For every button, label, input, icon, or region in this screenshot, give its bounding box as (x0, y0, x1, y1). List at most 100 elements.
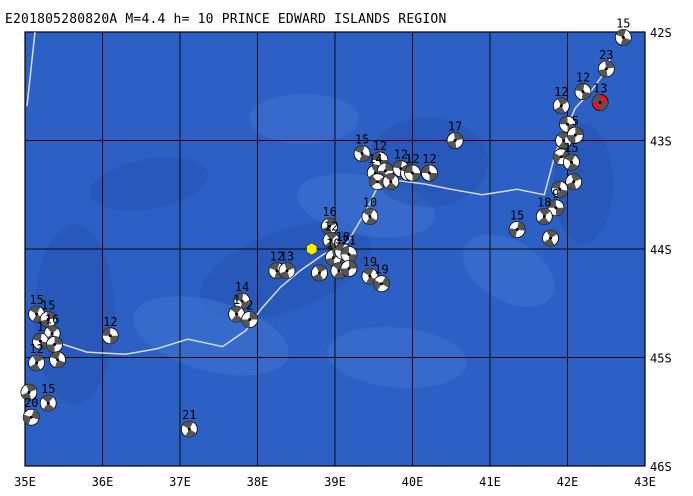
beachball-center (187, 427, 191, 431)
beachball-quadrant (312, 272, 324, 281)
event-beachball[interactable] (550, 180, 569, 199)
beachball-quadrant (249, 311, 258, 320)
event-beachball[interactable]: 12 (320, 219, 343, 251)
beachball-quadrant (369, 175, 378, 187)
event-depth-label: 14 (368, 152, 382, 166)
event-beachball[interactable] (380, 170, 403, 193)
event-beachball[interactable] (46, 336, 63, 353)
event-beachball[interactable] (340, 260, 358, 277)
event-depth-label: 15 (41, 299, 55, 313)
beachball-center (573, 133, 577, 137)
beachball-quadrant (543, 238, 555, 247)
event-depth-label: 10 (363, 196, 377, 210)
event-beachball[interactable]: 12 (574, 71, 593, 101)
beachball-quadrant (40, 319, 50, 328)
event-depth-label: 15 (616, 16, 630, 30)
event-beachball[interactable] (552, 129, 575, 152)
beachball-quadrant (234, 293, 244, 302)
event-beachball[interactable]: 18 (533, 196, 556, 228)
beachball-center (581, 90, 585, 94)
event-beachball[interactable] (540, 227, 562, 249)
event-beachball[interactable]: 23 (597, 48, 616, 78)
event-depth-label: 15 (29, 293, 43, 307)
event-beachball[interactable]: 10 (359, 196, 381, 228)
event-beachball[interactable]: 21 (178, 408, 200, 440)
latitude-tick-label: 44S (650, 243, 672, 257)
beachball-quadrant (324, 240, 337, 249)
beachball-quadrant (517, 221, 526, 231)
beachball-center (549, 236, 552, 240)
event-beachball[interactable]: 15 (352, 133, 373, 164)
event-beachball[interactable] (19, 382, 40, 403)
event-beachball[interactable]: 12 (101, 315, 119, 345)
beachball-quadrant (325, 232, 338, 241)
event-depth-label: 9 (552, 187, 559, 201)
beachball-quadrant (557, 97, 569, 106)
event-beachball[interactable]: 16 (319, 205, 340, 236)
event-beachball[interactable] (47, 349, 68, 370)
beachball-center (328, 224, 332, 228)
beachball-quadrant (453, 132, 463, 141)
longitude-tick-label: 35E (14, 475, 36, 489)
event-beachball[interactable] (309, 262, 331, 284)
beachball-quadrant (429, 173, 438, 181)
beachball-quadrant (39, 341, 49, 350)
event-beachball[interactable]: 1 (31, 320, 50, 350)
event-beachball[interactable]: 20 (21, 396, 42, 427)
beachball-center (368, 274, 372, 278)
event-beachball[interactable]: 13 (277, 250, 298, 281)
beachball-center (329, 238, 333, 242)
event-beachball[interactable]: 12 (404, 152, 421, 182)
beachball-quadrant (362, 268, 374, 277)
event-beachball[interactable]: 2 (241, 299, 259, 328)
event-beachball[interactable]: 15 (613, 16, 634, 47)
event-beachball[interactable]: 14 (233, 280, 252, 310)
beachball-center (380, 282, 383, 286)
beachball-quadrant (315, 264, 327, 273)
event-depth-label: 21 (342, 233, 356, 247)
map-title: E201805280820A M=4.4 h= 10 PRINCE EDWARD… (5, 12, 446, 27)
beachball-quadrant (231, 314, 243, 323)
axis-labels: 35E 36E 37E 38E 39E 40E 41E 42E 43E 42S 43S 44S 45S 4… (14, 26, 672, 489)
event-beachball[interactable]: 19 (371, 263, 393, 295)
event-beachball[interactable]: 13 (591, 82, 609, 111)
event-beachball[interactable]: 15 (39, 299, 58, 329)
event-beachball[interactable]: 15 (508, 209, 527, 239)
event-beachball[interactable]: 12 (26, 342, 48, 374)
beachball-center (515, 228, 519, 231)
event-beachball[interactable]: 15 (37, 382, 60, 414)
beachball-quadrant (279, 270, 290, 279)
event-depth-label: 12 (324, 219, 338, 233)
event-beachball[interactable]: 9 (547, 187, 565, 217)
beachball-quadrant (362, 208, 374, 217)
event-beachball[interactable]: 12 (550, 85, 572, 117)
event-beachball[interactable]: 5 (566, 114, 584, 144)
beachball-center (569, 160, 573, 164)
beachball-quadrant (620, 37, 631, 46)
longitude-tick-label: 43E (634, 475, 656, 489)
beachball-center (542, 215, 546, 218)
event-beachball[interactable]: 15 (560, 141, 582, 173)
event-depth-label: 12 (103, 315, 117, 329)
event-beachball[interactable] (563, 171, 584, 192)
event-depth-label: 5 (572, 114, 579, 128)
beachball-quadrant (29, 362, 41, 371)
beachball-quadrant (538, 216, 550, 225)
beachball-quadrant (385, 181, 397, 190)
event-beachball[interactable]: 12 (421, 152, 438, 182)
beachball-center (378, 158, 382, 162)
beachball-quadrant (46, 344, 55, 353)
beachball-center (604, 67, 608, 71)
beachball-center (566, 122, 569, 126)
event-depth-label: 21 (182, 408, 196, 422)
beachball-quadrant (384, 173, 396, 182)
event-beachball[interactable]: 17 (446, 120, 465, 150)
epicenter-marker[interactable] (306, 242, 318, 256)
beachball-quadrant (340, 246, 349, 255)
beachball-quadrant (43, 403, 55, 412)
event-beachball[interactable]: 1 (225, 293, 248, 325)
beachball-center (559, 155, 563, 159)
beachball-quadrant (385, 162, 394, 171)
latitude-tick-label: 42S (650, 26, 672, 40)
beachball-center (27, 390, 31, 394)
